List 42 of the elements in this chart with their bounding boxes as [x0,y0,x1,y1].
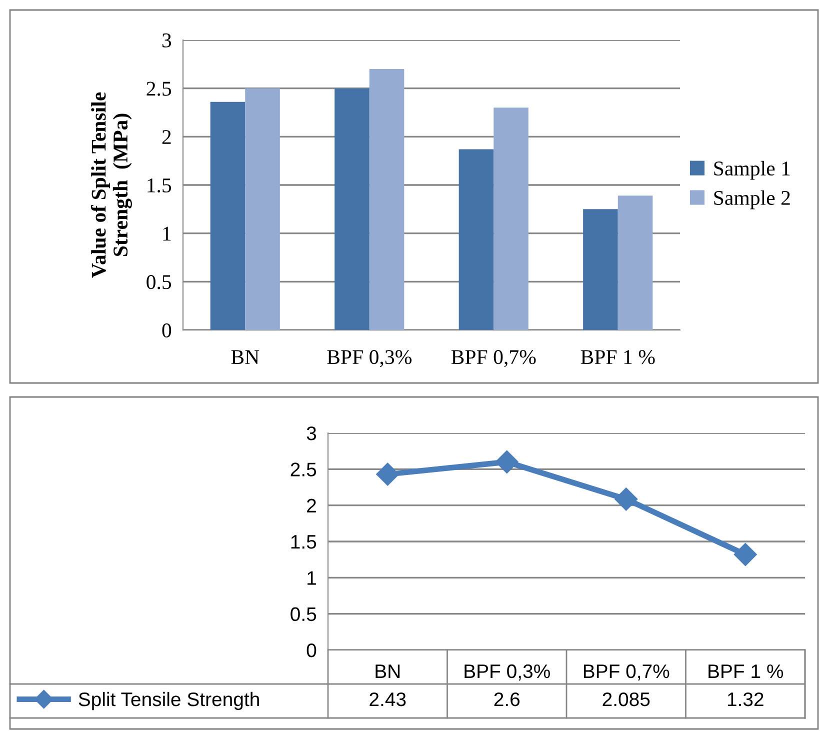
legend-label: Split Tensile Strength [78,692,259,710]
point [614,488,638,511]
x-tick-label: BPF 0,3% [464,664,550,680]
y-tick-label: 0.5 [290,607,316,622]
point [495,450,518,474]
y-tick-label: 2 [307,498,316,512]
bar [210,102,246,330]
x-tick-label: BPF 0,7% [451,350,536,368]
y-tick-label: 1 [308,571,316,585]
x-tick-label: BN [376,664,400,678]
y-tick-label: 0 [306,643,316,658]
y-tick-label: 1 [163,226,171,241]
bar [334,88,370,330]
y-axis-title: Value of Split Tensile Strength (MPa) [90,92,132,278]
y-tick-label: 3 [306,426,316,440]
bar [369,69,404,330]
point [376,462,400,486]
y-tick-label: 2 [162,130,171,144]
x-tick-label: BPF 0,3% [327,350,412,368]
y-tick-label: 0 [162,323,172,338]
y-tick-label: 1.5 [148,178,172,193]
legend-label: Sample 1 [714,160,790,180]
data-label: 2.085 [602,692,650,706]
x-tick-label: BPF 1 % [580,350,655,364]
x-tick-label: BPF 0,7% [584,664,670,680]
data-label: 1.32 [728,692,764,706]
y-tick-label: 1.5 [291,535,316,549]
y-tick-label: 2.5 [146,82,172,96]
bar [494,108,528,330]
y-tick-label: 2.5 [290,462,316,476]
bar [583,209,618,330]
y-tick-label: 0.5 [146,275,172,290]
y-tick-label: 3 [162,33,172,48]
bar [458,149,494,330]
x-tick-label: BN [231,350,260,364]
legend-label: Sample 2 [714,190,790,210]
data-label: 2.43 [370,692,406,706]
x-tick-label: BPF 1 % [708,664,784,678]
point [734,543,757,566]
bar [245,88,280,330]
data-label: 2.6 [494,692,520,706]
bar [618,196,653,330]
